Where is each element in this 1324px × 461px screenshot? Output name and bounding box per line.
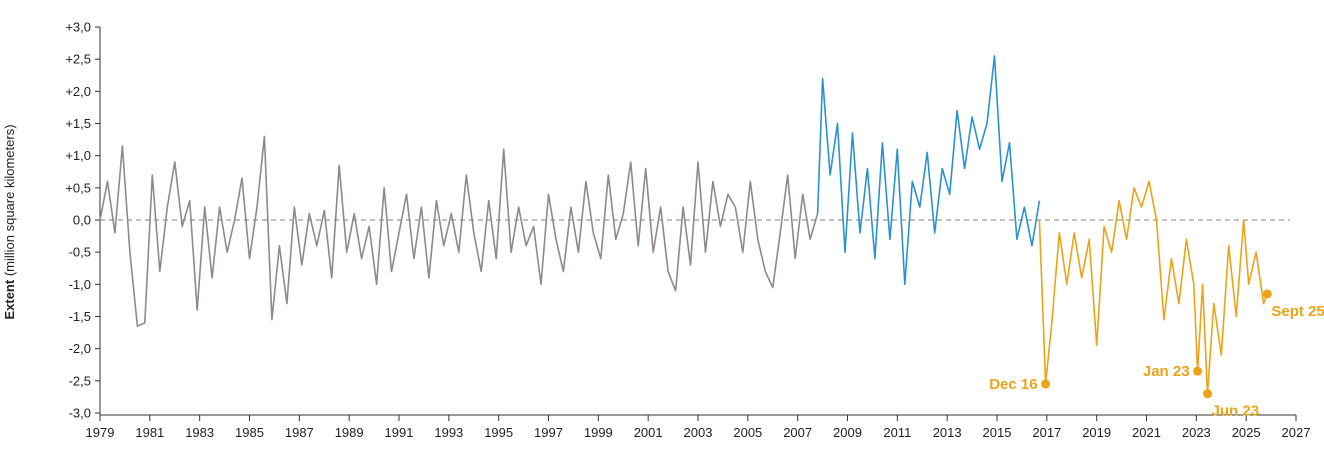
series-line-blue bbox=[816, 55, 1041, 286]
series-group bbox=[99, 55, 1269, 395]
annotation-marker bbox=[1193, 366, 1203, 376]
x-tick-label: 2015 bbox=[983, 425, 1012, 440]
y-tick-label: +0,5 bbox=[65, 180, 91, 195]
x-tick-label: 1999 bbox=[584, 425, 613, 440]
y-axis-label-bold: Extent bbox=[2, 279, 17, 319]
series-line-gray bbox=[99, 135, 819, 328]
y-tick-label: -2,5 bbox=[69, 373, 91, 388]
y-tick-label: -1,0 bbox=[69, 277, 91, 292]
x-tick-label: 2025 bbox=[1232, 425, 1261, 440]
x-tick-label: 2013 bbox=[933, 425, 962, 440]
annotation-marker bbox=[1203, 389, 1213, 399]
y-tick-label: +3,0 bbox=[65, 20, 91, 35]
x-tick-label: 2027 bbox=[1282, 425, 1311, 440]
x-tick-label: 2009 bbox=[833, 425, 862, 440]
x-tick-label: 2005 bbox=[733, 425, 762, 440]
x-tick-label: 2011 bbox=[883, 425, 911, 440]
x-tick-label: 1997 bbox=[534, 425, 563, 440]
x-tick-label: 1981 bbox=[135, 425, 164, 440]
x-tick-label: 2001 bbox=[634, 425, 663, 440]
y-axis-label: Extent (million square kilometers) bbox=[2, 124, 17, 319]
annotation-marker bbox=[1262, 289, 1272, 299]
x-tick-label: 2019 bbox=[1082, 425, 1111, 440]
x-tick-label: 1987 bbox=[285, 425, 314, 440]
x-tick-label: 1985 bbox=[235, 425, 264, 440]
annotation-label: Jun 23 bbox=[1212, 403, 1260, 420]
x-tick-label: 2007 bbox=[783, 425, 812, 440]
series-line-orange bbox=[1038, 180, 1269, 395]
x-tick-label: 2017 bbox=[1032, 425, 1061, 440]
annotations-group: Dec 16 Jan 23 Jun 23 Sept 25 bbox=[989, 289, 1324, 420]
x-tick-label: 2023 bbox=[1182, 425, 1211, 440]
axes: +3,0 +2,5 +2,0 +1,5 +1,0 +0,5 0,0 -0,5 -1,0 -1,5 -… bbox=[65, 20, 1310, 441]
x-tick-label: 1983 bbox=[185, 425, 214, 440]
x-tick-label: 1989 bbox=[335, 425, 364, 440]
y-tick-label: +2,0 bbox=[65, 84, 91, 99]
y-tick-label: -0,5 bbox=[69, 245, 91, 260]
x-tick-label: 1993 bbox=[434, 425, 463, 440]
x-tick-label: 2021 bbox=[1132, 425, 1161, 440]
y-tick-label: +1,0 bbox=[65, 148, 91, 163]
y-axis-label-rest: (million square kilometers) bbox=[2, 124, 17, 279]
y-tick-label: +2,5 bbox=[65, 52, 91, 67]
annotation-label: Sept 25 bbox=[1271, 303, 1324, 320]
y-tick-label: -2,0 bbox=[69, 341, 91, 356]
y-tick-label: -3,0 bbox=[69, 406, 91, 421]
y-tick-label: +1,5 bbox=[65, 116, 91, 131]
annotation-label: Jan 23 bbox=[1143, 363, 1190, 380]
x-tick-label: 2003 bbox=[684, 425, 713, 440]
annotation-label: Dec 16 bbox=[989, 376, 1037, 393]
x-tick-label: 1991 bbox=[385, 425, 414, 440]
x-tick-label: 1979 bbox=[86, 425, 115, 440]
x-tick-label: 1995 bbox=[484, 425, 513, 440]
y-tick-label: 0,0 bbox=[73, 213, 91, 228]
annotation-marker bbox=[1041, 379, 1051, 389]
y-tick-label: -1,5 bbox=[69, 309, 91, 324]
